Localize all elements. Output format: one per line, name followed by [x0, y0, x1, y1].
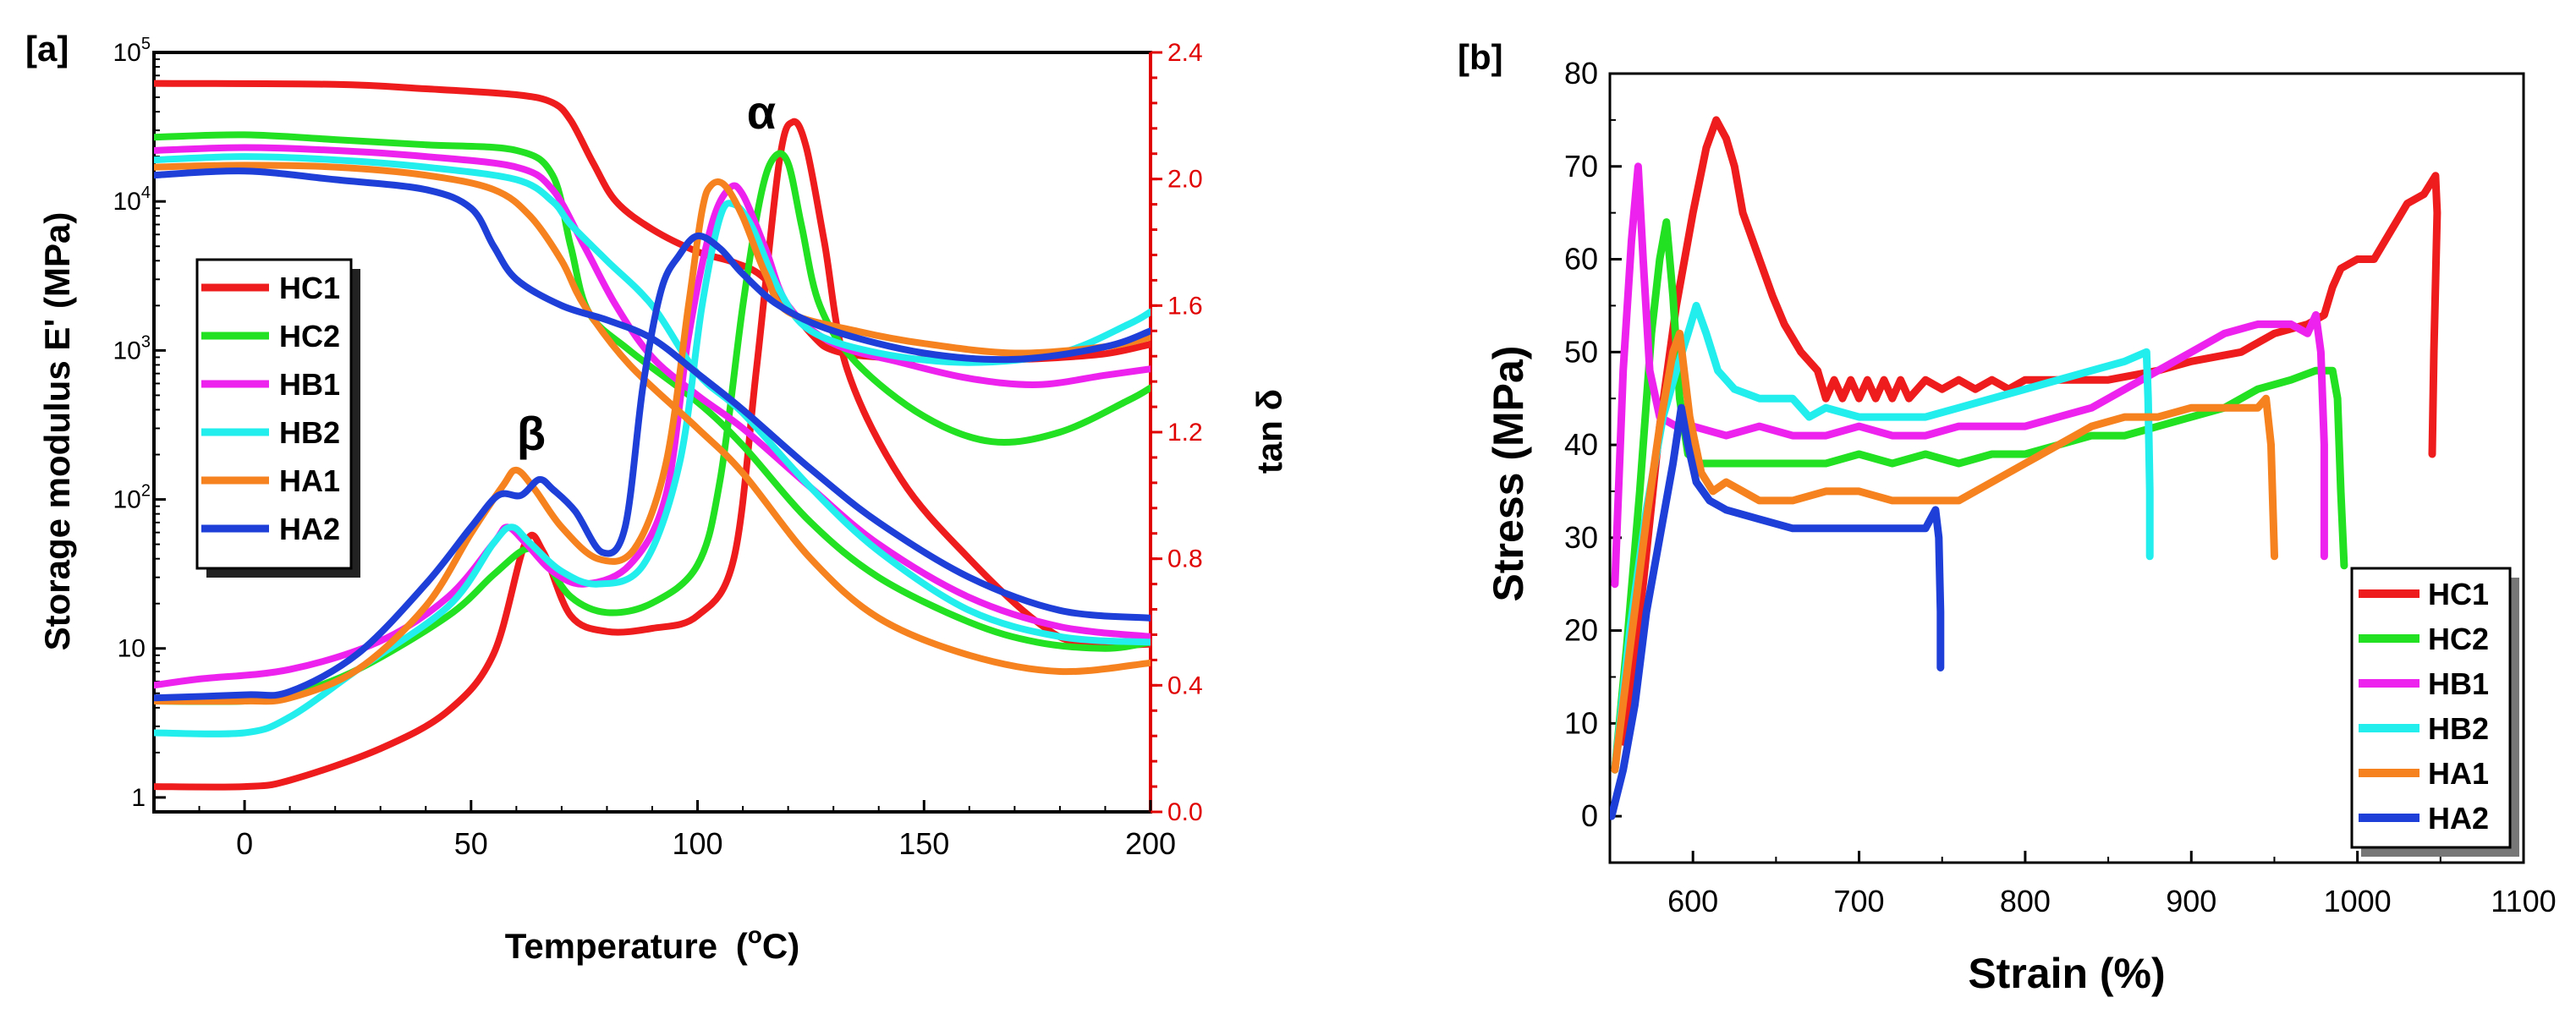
x-tick-label-b: 1000	[2324, 884, 2392, 918]
y-tick-label-b: 50	[1564, 334, 1598, 369]
x-ticks-b: 600 700 800 900 1000 1100	[1609, 851, 2557, 918]
panel-b-label: [b]	[1458, 37, 1503, 77]
x-axis-label-a: Temperature (oC)	[505, 922, 799, 966]
stress-line-hc2	[1611, 218, 2348, 774]
tan-delta-line-hb2	[154, 200, 1151, 737]
y-tick-label-b: 30	[1564, 520, 1598, 555]
legend-label-a: HB1	[279, 367, 340, 402]
modulus-line-hb1	[154, 144, 1151, 640]
x-tick-label-a: 100	[673, 826, 723, 861]
annotation-beta: β	[517, 407, 546, 460]
y-tick-label-b: 10	[1564, 705, 1598, 740]
y-right-tick-label-a: 1.2	[1167, 419, 1203, 447]
panel-a-label: [a]	[25, 29, 69, 69]
stress-line-hb2	[1611, 301, 2154, 774]
legend-label-a: HC1	[279, 271, 340, 305]
panel-b: [b] 600 700 800 900 1000 1100 0 10 20 30 40 50 60 70…	[1458, 37, 2557, 997]
annotation-alpha: α	[747, 85, 776, 139]
plot-area-b	[1608, 72, 2525, 864]
legend-label-a: HC2	[279, 319, 340, 354]
y-right-axis-label-a: tan δ	[1250, 389, 1289, 474]
y-axis-label-a: Storage modulus E' (MPa)	[37, 212, 77, 651]
x-tick-label-a: 150	[898, 826, 949, 861]
legend-label-b: HA1	[2428, 756, 2489, 791]
x-axis-label-b: Strain (%)	[1968, 950, 2165, 997]
series-lines-a	[154, 79, 1151, 791]
stress-line-ha1	[1611, 329, 2278, 774]
y-right-tick-label-a: 2.0	[1167, 166, 1203, 194]
y-right-tick-label-a: 0.0	[1167, 798, 1203, 826]
x-ticks-a: 0 50 100 150 200	[153, 800, 1176, 861]
y-tick-label-b: 0	[1581, 798, 1598, 833]
modulus-line-hb2	[154, 153, 1151, 646]
series-lines-b	[1610, 116, 2441, 820]
legend-label-b: HB2	[2428, 711, 2489, 746]
tan-delta-line-ha2	[154, 232, 1151, 702]
modulus-line-hc2	[154, 131, 1151, 652]
y-tick-label-b: 70	[1564, 149, 1598, 184]
x-tick-label-a: 200	[1125, 826, 1176, 861]
tan-delta-line-hc2	[154, 150, 1151, 705]
x-tick-label-b: 600	[1667, 884, 1718, 918]
y-ticks-a: 1 10 102 103 104 105	[113, 35, 166, 812]
tan-delta-line-hb1	[154, 182, 1151, 689]
tan-delta-line-hc1	[154, 118, 1151, 791]
stress-line-hc1	[1619, 116, 2441, 746]
y-tick-label-a: 10	[118, 635, 146, 663]
y-tick-label-a: 102	[113, 482, 151, 514]
legend-label-a: HA1	[279, 463, 340, 498]
modulus-line-ha2	[154, 167, 1151, 622]
legend-b: HC1 HC2 HB1 HB2 HA1 HA2	[2350, 567, 2519, 857]
y-tick-label-b: 20	[1564, 613, 1598, 648]
stress-line-ha2	[1610, 403, 1945, 820]
x-tick-label-b: 1100	[2491, 884, 2556, 918]
y-right-tick-label-a: 2.4	[1167, 39, 1203, 67]
y-axis-label-b: Stress (MPa)	[1485, 346, 1532, 602]
legend-label-b: HA2	[2428, 801, 2489, 836]
y-tick-label-a: 1	[131, 784, 146, 812]
legend-a: HC1 HC2 HB1 HB2 HA1 HA2	[195, 258, 360, 578]
legend-label-b: HB1	[2428, 666, 2489, 701]
y-tick-label-a: 103	[113, 332, 151, 364]
modulus-line-ha1	[154, 162, 1151, 676]
legend-label-a: HA2	[279, 512, 340, 546]
y-tick-label-a: 104	[113, 184, 151, 216]
x-tick-label-a: 50	[454, 826, 488, 861]
x-tick-label-b: 900	[2166, 884, 2216, 918]
y-right-tick-label-a: 0.8	[1167, 545, 1203, 573]
y-right-tick-label-a: 1.6	[1167, 292, 1203, 320]
tan-delta-line-ha1	[154, 178, 1151, 705]
x-tick-label-b: 700	[1834, 884, 1885, 918]
y-ticks-b: 0 10 20 30 40 50 60 70 80	[1564, 56, 1622, 833]
y-tick-label-b: 40	[1564, 427, 1598, 462]
y-right-tick-label-a: 0.4	[1167, 671, 1203, 699]
y-tick-label-b: 60	[1564, 242, 1598, 277]
y-right-ticks-a: 0.0 0.4 0.8 1.2 1.6 2.0 2.4	[1151, 39, 1203, 826]
legend-label-b: HC2	[2428, 622, 2489, 656]
legend-label-a: HB2	[279, 415, 340, 450]
x-tick-label-a: 0	[236, 826, 253, 861]
stress-line-hb1	[1611, 162, 2328, 589]
y-tick-label-b: 80	[1564, 56, 1598, 90]
legend-label-b: HC1	[2428, 577, 2489, 611]
x-tick-label-b: 800	[2000, 884, 2051, 918]
y-tick-label-a: 105	[113, 35, 151, 67]
